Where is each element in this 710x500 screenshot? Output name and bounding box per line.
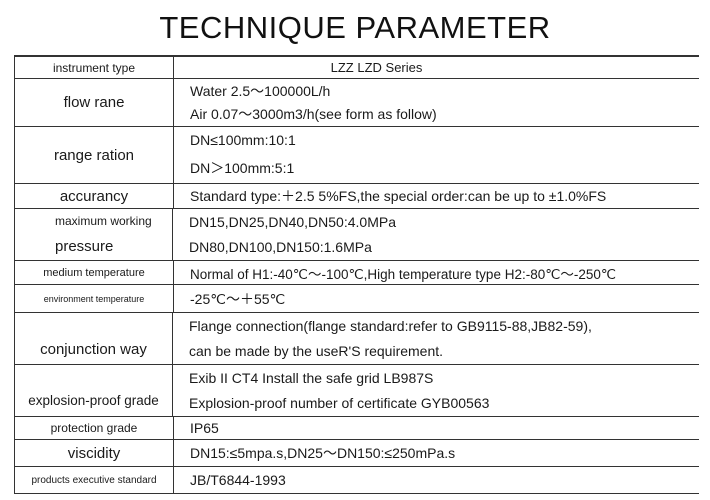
row-label: accurancy xyxy=(15,184,174,208)
row-value: Air 0.07～3000m3/h(see form as follow) xyxy=(190,106,437,123)
row-label: products executive standard xyxy=(15,467,174,493)
row-label: flow rane xyxy=(15,79,174,126)
row-label: environment temperature xyxy=(15,285,174,312)
table-row-viscidity: viscidity DN15:≤5mpa.s,DN25～DN150:≤250mP… xyxy=(15,440,699,467)
row-value: Standard type:＋2.5 5%FS,the special orde… xyxy=(190,188,607,204)
row-label: protection grade xyxy=(15,417,174,439)
table-row-protection-grade: protection grade IP65 xyxy=(15,417,699,440)
row-label: medium temperature xyxy=(15,261,174,284)
row-value: Normal of H1:-40℃～-100℃,High temperature… xyxy=(190,266,617,282)
row-label: range ration xyxy=(15,127,174,183)
row-label: conjunction way xyxy=(15,313,173,364)
table-row-environment-temperature: environment temperature -25℃～＋55℃ xyxy=(15,285,699,313)
row-label-line2: pressure xyxy=(55,238,114,255)
row-value: Water 2.5～100000L/h xyxy=(190,82,331,99)
row-label: viscidity xyxy=(15,440,174,466)
table-row-instrument-type: instrument type LZZ LZD Series xyxy=(15,57,699,79)
row-value: DN15,DN25,DN40,DN50:4.0MPa xyxy=(189,213,396,230)
row-value: Exib II CT4 Install the safe grid LB987S xyxy=(189,369,434,386)
row-value: LZZ LZD Series xyxy=(330,60,423,75)
table-row-flow-range: flow rane Water 2.5～100000L/h Air 0.07～30… xyxy=(15,79,699,127)
row-label: maximum working xyxy=(55,214,152,228)
row-value: Flange connection(flange standard:refer … xyxy=(189,317,592,334)
table-row-conjunction-way: conjunction way Flange connection(flange… xyxy=(15,313,699,365)
row-value: Explosion-proof number of certificate GY… xyxy=(189,395,490,412)
row-value: -25℃～＋55℃ xyxy=(190,290,286,307)
table-row-explosion-proof: explosion-proof grade Exib II CT4 Instal… xyxy=(15,365,699,417)
page-title: TECHNIQUE PARAMETER xyxy=(159,10,551,45)
row-value: JB/T6844-1993 xyxy=(190,472,286,488)
row-value: DN80,DN100,DN150:1.6MPa xyxy=(189,239,372,256)
table-row-executive-standard: products executive standard JB/T6844-199… xyxy=(15,467,699,494)
row-value: DN＞100mm:5:1 xyxy=(190,160,295,176)
table-row-accuracy: accurancy Standard type:＋2.5 5%FS,the sp… xyxy=(15,184,699,209)
row-label: instrument type xyxy=(15,57,174,78)
table-row-max-pressure: maximum working pressure DN15,DN25,DN40,D… xyxy=(15,209,699,261)
row-label: explosion-proof grade xyxy=(15,365,173,416)
parameter-table: instrument type LZZ LZD Series flow rane… xyxy=(14,55,699,494)
table-row-medium-temperature: medium temperature Normal of H1:-40℃～-10… xyxy=(15,261,699,285)
row-value: IP65 xyxy=(190,420,219,436)
row-value: can be made by the useR'S requirement. xyxy=(189,343,444,360)
row-value: DN≤100mm:10:1 xyxy=(190,132,296,148)
row-value: DN15:≤5mpa.s,DN25～DN150:≤250mPa.s xyxy=(190,445,456,461)
table-row-range-ration: range ration DN≤100mm:10:1 DN＞100mm:5:1 xyxy=(15,127,699,184)
